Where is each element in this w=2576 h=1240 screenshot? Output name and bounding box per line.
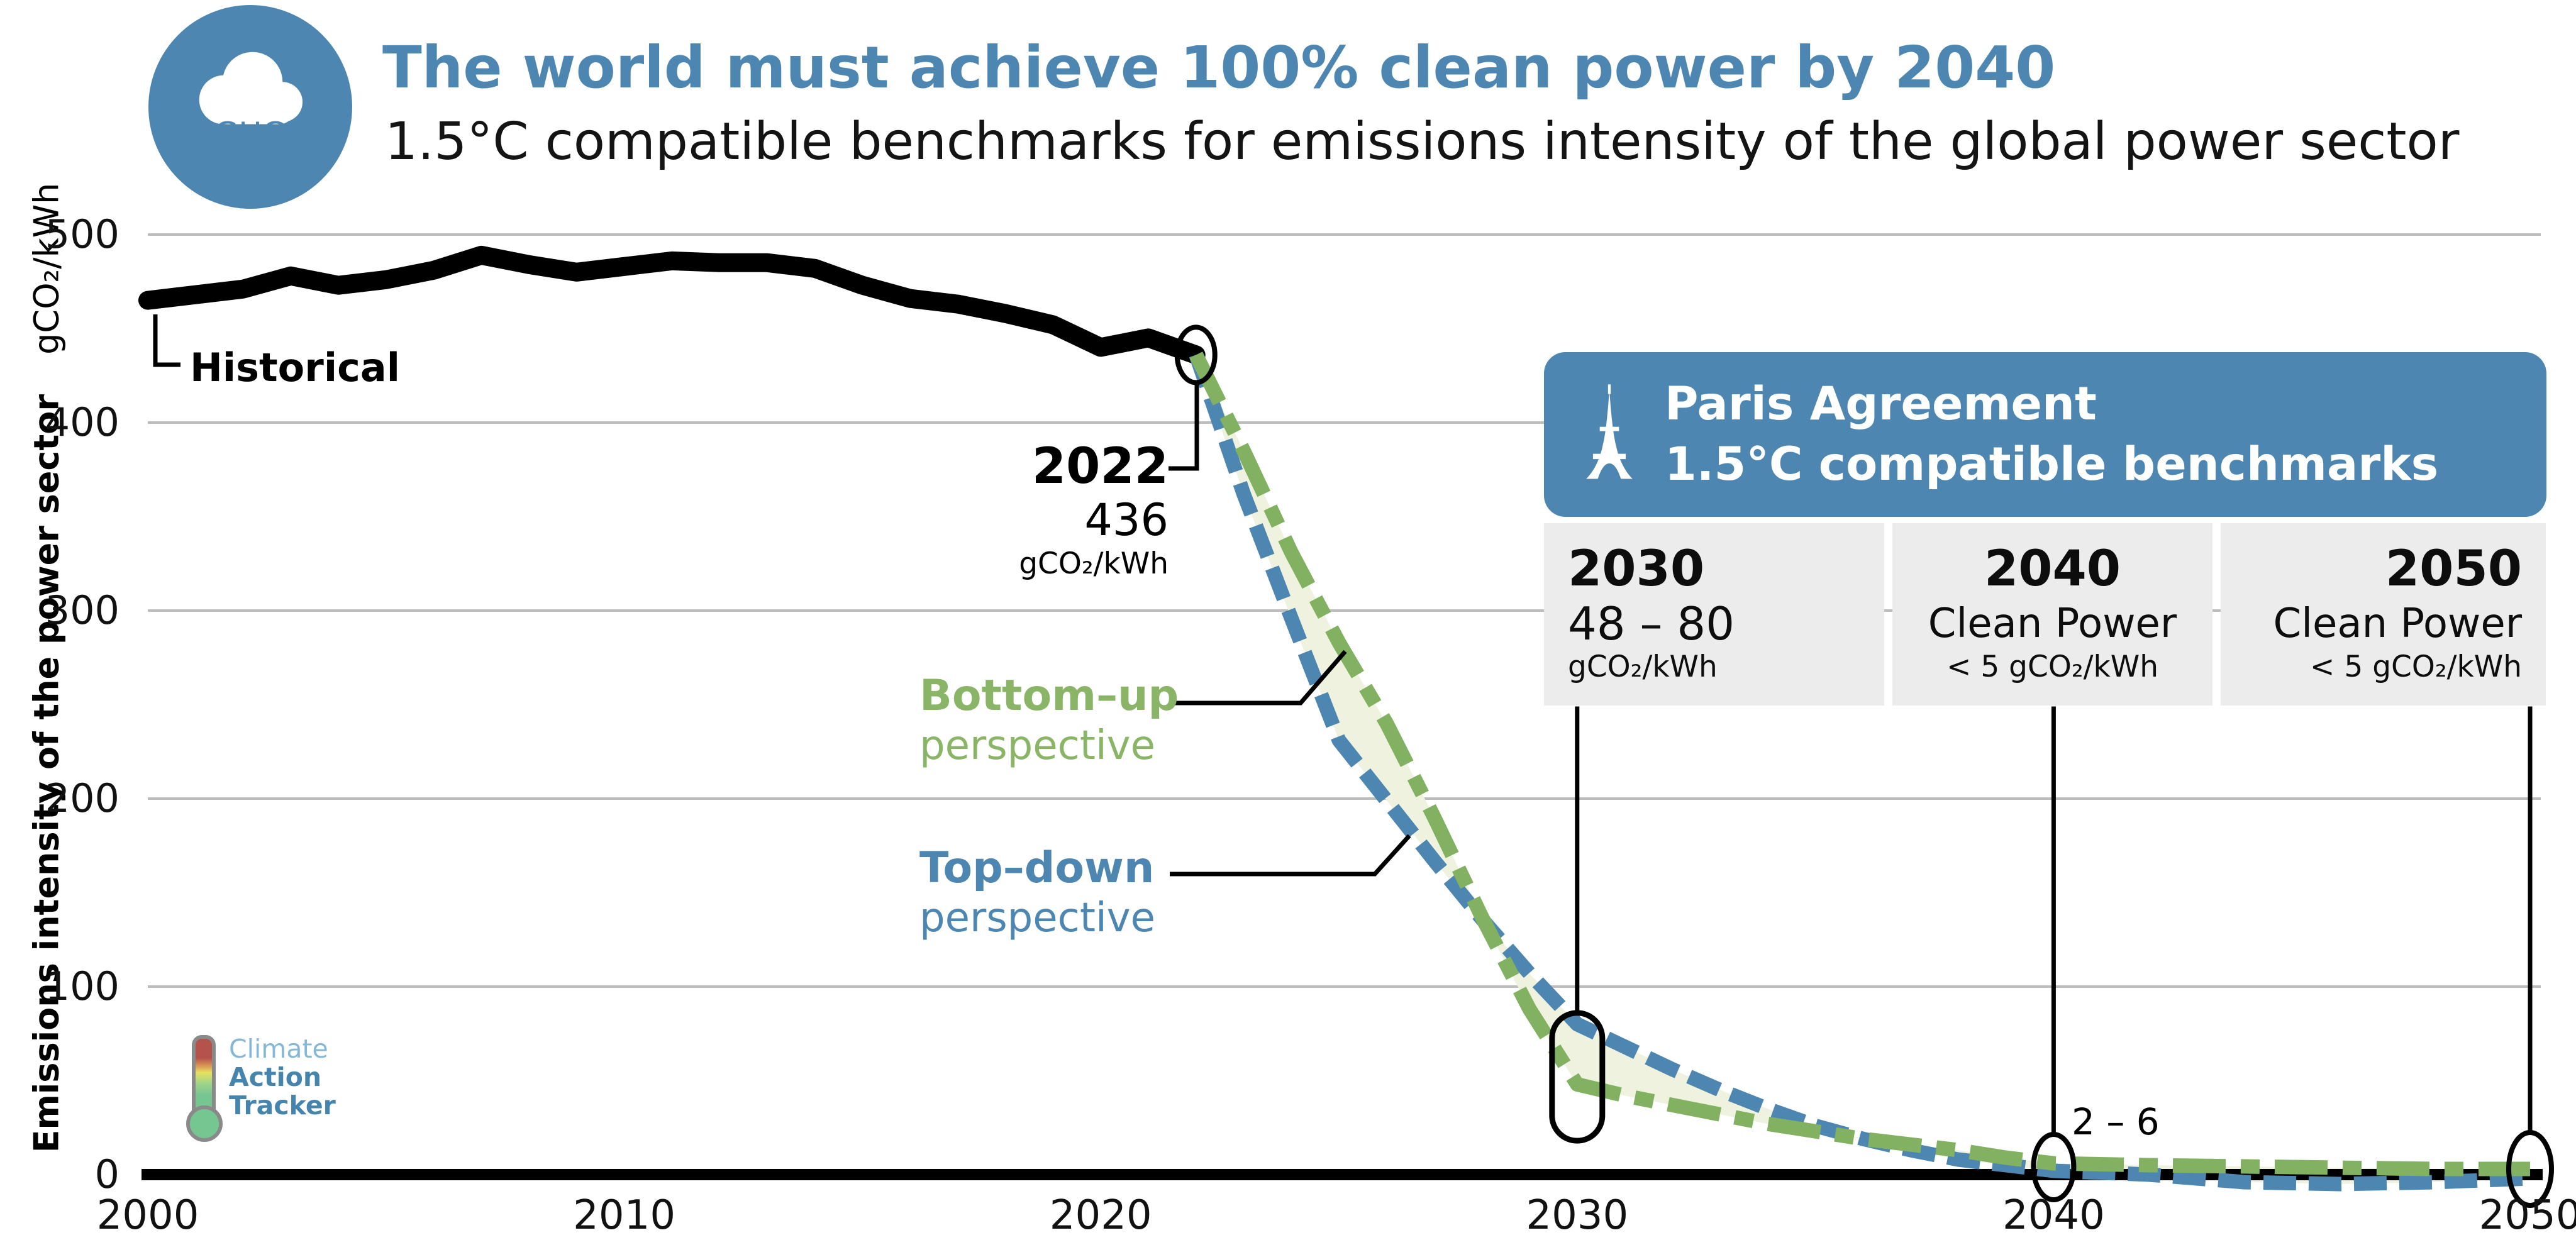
logo-line-climate: Climate [229, 1034, 328, 1064]
projection-band [1196, 355, 2530, 1184]
cloud-icon [199, 52, 303, 125]
benchmark-year: 2050 [2385, 541, 2522, 597]
x-tick-label: 2040 [2002, 1192, 2105, 1239]
y-axis-unit: gCO₂/kWh [26, 182, 67, 355]
ghg-badge-label: GHG [214, 116, 287, 152]
paris-box-title: Paris Agreement [1665, 377, 2097, 431]
page-subtitle: 1.5°C compatible benchmarks for emission… [385, 112, 2460, 172]
callout-hist-bracket [153, 314, 180, 367]
benchmark-unit: < 5 gCO₂/kWh [1946, 650, 2158, 684]
benchmark-year: 2030 [1568, 541, 1705, 597]
bottom-up-label: Bottom–up [919, 671, 1179, 721]
circle-marker-2022 [1174, 324, 1218, 385]
benchmark-year: 2040 [1984, 541, 2121, 597]
top-down-legend: Top–down perspective [919, 843, 1155, 942]
page-title: The world must achieve 100% clean power … [382, 34, 2056, 101]
range-2040-label: 2 – 6 [2072, 1100, 2160, 1143]
top-down-sublabel: perspective [919, 895, 1155, 941]
benchmark-value: Clean Power [2273, 601, 2522, 647]
logo-line-tracker: Tracker [229, 1090, 336, 1121]
benchmark-cell-2050: 2050 Clean Power < 5 gCO₂/kWh [2221, 523, 2546, 706]
paris-box-subtitle: 1.5°C compatible benchmarks [1665, 438, 2439, 491]
benchmark-cells: 2030 48 – 80 gCO₂/kWh 2040 Clean Power <… [1544, 523, 2546, 706]
benchmark-unit: gCO₂/kWh [1568, 650, 1718, 684]
benchmark-value: Clean Power [1928, 601, 2177, 647]
benchmark-unit: < 5 gCO₂/kWh [2310, 650, 2522, 684]
point-2022-year: 2022 [1031, 438, 1169, 495]
climate-action-tracker-logo: Climate Action Tracker [186, 1035, 336, 1148]
eiffel-tower-icon [1586, 384, 1633, 479]
x-tick-label: 2000 [96, 1192, 199, 1239]
benchmark-cell-2040: 2040 Clean Power < 5 gCO₂/kWh [1892, 523, 2212, 706]
x-tick-label: 2030 [1526, 1192, 1629, 1239]
y-tick-label: 200 [45, 775, 119, 821]
benchmark-markers [1174, 324, 2554, 1209]
x-tick-label: 2020 [1049, 1192, 1152, 1239]
logo-line-action: Action [229, 1062, 322, 1092]
y-tick-label: 300 [45, 587, 119, 633]
x-tick-label: 2010 [573, 1192, 676, 1239]
point-2022-unit: gCO₂/kWh [1019, 546, 1169, 581]
y-tick-label: 500 [45, 211, 119, 257]
bottom-up-legend: Bottom–up perspective [919, 670, 1179, 770]
y-tick-label: 400 [45, 399, 119, 445]
bottom-up-line [1189, 352, 2530, 1176]
historical-label: Historical [190, 345, 400, 390]
paris-agreement-box: Paris Agreement 1.5°C compatible benchma… [1544, 352, 2546, 517]
thermometer-icon [186, 1035, 223, 1148]
point-2022-annotation: 2022 436 gCO₂/kWh [1019, 439, 1169, 582]
projection-band-group [1196, 355, 2530, 1184]
x-tick-label: 2050 [2479, 1192, 2576, 1239]
callout-top-down [1170, 834, 1411, 877]
point-2022-value: 436 [1084, 494, 1169, 546]
y-tick-label: 100 [45, 963, 119, 1009]
series-lines [138, 245, 2531, 1192]
bottom-up-sublabel: perspective [919, 722, 1155, 769]
ghg-cloud-icon: GHG [148, 5, 352, 209]
callout-lines [153, 314, 1411, 877]
benchmark-cell-2030: 2030 48 – 80 gCO₂/kWh [1544, 523, 1884, 706]
top-down-line [1189, 352, 2531, 1192]
historical-line [138, 245, 1206, 365]
y-tick-label: 0 [94, 1151, 119, 1197]
y-axis-title-text: Emissions intensity of the power sector [26, 394, 67, 1153]
callout-p2022 [1169, 384, 1199, 471]
benchmark-value: 48 – 80 [1568, 597, 1735, 650]
top-down-label: Top–down [919, 843, 1155, 893]
callout-bottom-up [1173, 650, 1347, 706]
